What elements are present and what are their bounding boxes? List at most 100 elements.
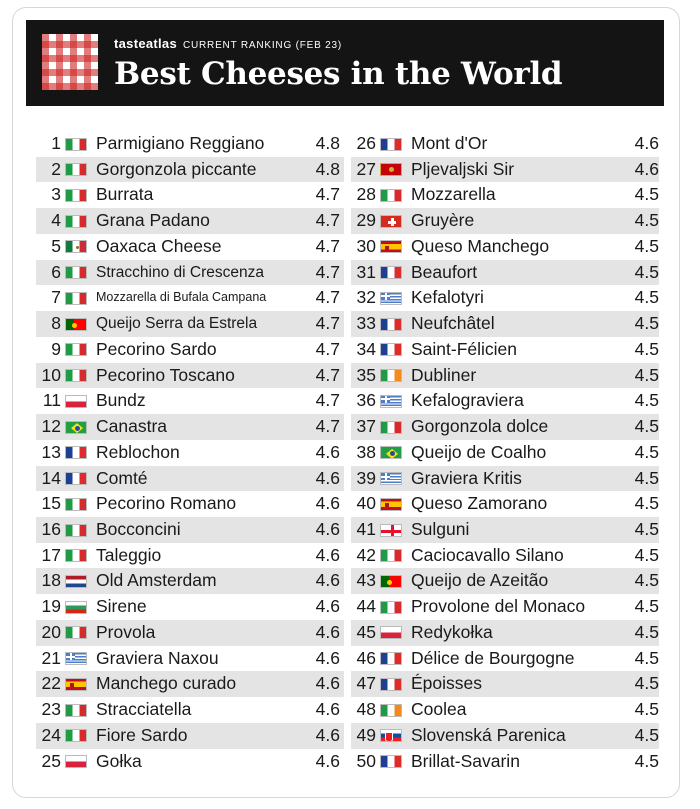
- rank-number: 4: [51, 210, 61, 231]
- spain-flag-icon: [380, 240, 402, 254]
- ranking-column-right: 26 Mont d'Or 4.6 27 Pljevaljski Sir 4.6 28 Mozz…: [351, 131, 659, 774]
- slovakia-flag-icon: [380, 729, 402, 743]
- rank-number: 13: [41, 441, 61, 462]
- cheese-name: Queijo Serra da Estrela: [96, 315, 258, 333]
- rank-number: 10: [41, 364, 61, 385]
- header-banner: tasteatlas CURRENT RANKING (FEB 23) Best …: [26, 20, 664, 106]
- ranking-row: 38 Queijo de Coalho 4.5: [351, 440, 659, 466]
- rating-score: 4.6: [315, 544, 340, 565]
- cheese-name: Stracchino di Crescenza: [96, 263, 264, 281]
- cheese-name: Dubliner: [411, 364, 477, 385]
- rank-number: 12: [41, 416, 61, 437]
- france-flag-icon: [380, 652, 402, 666]
- ranking-card: [12, 7, 680, 798]
- ranking-row: 2 Gorgonzola piccante 4.8: [36, 156, 344, 183]
- cheese-name: Pecorino Toscano: [96, 364, 235, 385]
- rating-score: 4.5: [634, 596, 659, 617]
- portugal-flag-icon: [65, 317, 87, 331]
- rating-score: 4.5: [634, 261, 659, 282]
- ranking-row: 41 Sulguni 4.5: [351, 517, 659, 543]
- ranking-row: 23 Stracciatella 4.6: [36, 697, 344, 723]
- rating-score: 4.5: [634, 699, 659, 720]
- brazil-flag-icon: [380, 446, 402, 460]
- rank-number: 15: [41, 493, 61, 514]
- rank-number: 41: [356, 519, 376, 540]
- rank-number: 23: [41, 699, 61, 720]
- ranking-row: 16 Bocconcini 4.6: [36, 517, 344, 543]
- cheese-name: Brillat-Savarin: [411, 750, 520, 771]
- ranking-row: 29 Gruyère 4.5: [351, 208, 659, 234]
- ranking-row: 25 Gołka 4.6: [36, 749, 344, 775]
- poland-flag-icon: [65, 394, 87, 408]
- rank-number: 38: [356, 441, 376, 462]
- cheese-name: Mozzarella: [411, 184, 496, 205]
- france-flag-icon: [380, 343, 402, 357]
- rating-score: 4.5: [634, 673, 659, 694]
- cheese-name: Taleggio: [96, 544, 162, 565]
- rank-number: 24: [41, 724, 61, 745]
- ranking-row: 30 Queso Manchego 4.5: [351, 234, 659, 260]
- ranking-row: 36 Kefalograviera 4.5: [351, 388, 659, 414]
- rank-number: 42: [356, 544, 376, 565]
- rank-number: 3: [51, 184, 61, 205]
- cheese-name: Provolone del Monaco: [411, 596, 586, 617]
- brazil-flag-icon: [65, 420, 87, 434]
- rank-number: 25: [41, 750, 61, 771]
- greece-flag-icon: [380, 394, 402, 408]
- rank-number: 47: [356, 673, 376, 694]
- rank-number: 43: [356, 570, 376, 591]
- rank-number: 26: [356, 133, 376, 153]
- cheese-name: Délice de Bourgogne: [411, 647, 575, 668]
- italy-flag-icon: [65, 137, 87, 151]
- cheese-name: Manchego curado: [96, 673, 237, 694]
- rank-number: 37: [356, 416, 376, 437]
- cheese-name: Pecorino Sardo: [96, 338, 217, 359]
- rank-number: 21: [41, 647, 61, 668]
- ranking-row: 49 Slovenská Parenica 4.5: [351, 722, 659, 749]
- ranking-row: 50 Brillat-Savarin 4.5: [351, 749, 659, 775]
- header-kicker: tasteatlas CURRENT RANKING (FEB 23): [114, 36, 342, 51]
- rank-number: 32: [356, 287, 376, 308]
- ranking-row: 10 Pecorino Toscano 4.7: [36, 362, 344, 389]
- cheese-name: Mozzarella di Bufala Campana: [96, 290, 267, 305]
- cheese-name: Kefalotyri: [411, 287, 484, 308]
- rating-score: 4.6: [315, 621, 340, 642]
- cheese-name: Queijo de Coalho: [411, 441, 547, 462]
- rating-score: 4.6: [315, 699, 340, 720]
- italy-flag-icon: [65, 266, 87, 280]
- rank-number: 2: [51, 158, 61, 179]
- ranking-row: 40 Queso Zamorano 4.5: [351, 491, 659, 517]
- rating-score: 4.8: [315, 158, 340, 179]
- rating-score: 4.6: [315, 673, 340, 694]
- rating-score: 4.5: [634, 570, 659, 591]
- ireland-flag-icon: [380, 369, 402, 383]
- italy-flag-icon: [65, 497, 87, 511]
- ranking-row: 17 Taleggio 4.6: [36, 543, 344, 569]
- cheese-name: Bocconcini: [96, 519, 181, 540]
- italy-flag-icon: [65, 188, 87, 202]
- ranking-row: 5 Oaxaca Cheese 4.7: [36, 234, 344, 260]
- rank-number: 30: [356, 235, 376, 256]
- cheese-name: Slovenská Parenica: [411, 724, 566, 745]
- cheese-name: Canastra: [96, 416, 168, 437]
- france-flag-icon: [380, 137, 402, 151]
- rating-score: 4.5: [634, 441, 659, 462]
- ranking-row: 14 Comté 4.6: [36, 465, 344, 492]
- greece-flag-icon: [65, 652, 87, 666]
- rank-number: 19: [41, 596, 61, 617]
- ranking-row: 34 Saint-Félicien 4.5: [351, 337, 659, 363]
- rank-number: 22: [41, 673, 61, 694]
- rank-number: 49: [356, 724, 376, 745]
- greece-flag-icon: [380, 472, 402, 486]
- cheese-name: Coolea: [411, 699, 467, 720]
- ranking-row: 4 Grana Padano 4.7: [36, 208, 344, 234]
- ranking-row: 35 Dubliner 4.5: [351, 362, 659, 389]
- cheese-name: Mont d'Or: [411, 133, 488, 153]
- rating-score: 4.5: [634, 724, 659, 745]
- rating-score: 4.5: [634, 544, 659, 565]
- rank-number: 44: [356, 596, 376, 617]
- cheese-name: Oaxaca Cheese: [96, 235, 222, 256]
- cheese-name: Stracciatella: [96, 699, 192, 720]
- cheese-name: Burrata: [96, 184, 154, 205]
- rating-score: 4.5: [634, 621, 659, 642]
